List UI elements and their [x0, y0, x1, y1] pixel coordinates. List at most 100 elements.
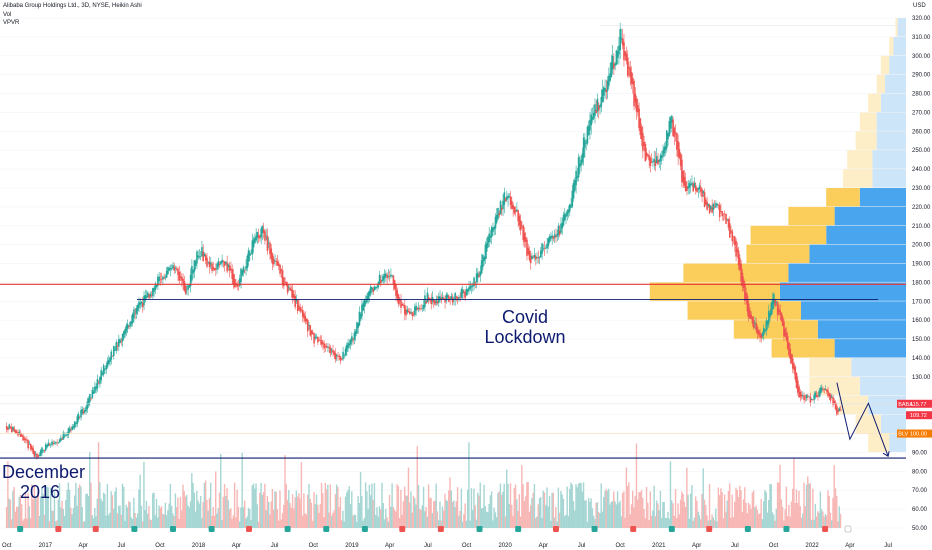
volume-bar — [356, 521, 358, 528]
volume-bar — [221, 520, 223, 528]
candle-body — [295, 298, 298, 302]
candle-body — [38, 455, 41, 457]
volume-bar — [655, 500, 658, 528]
volume-bar — [605, 488, 607, 528]
volume-bar — [177, 497, 179, 528]
candle-body — [426, 292, 429, 303]
candle-body — [36, 453, 38, 458]
volume-bar — [769, 483, 771, 528]
volume-bar — [694, 496, 697, 528]
volume-bar — [519, 516, 522, 528]
candle-body — [799, 391, 802, 398]
candle-body — [407, 311, 410, 313]
candle-body — [173, 266, 176, 271]
time-tick-label: Apr — [845, 543, 854, 549]
volume-bar — [725, 511, 727, 528]
candle-body — [592, 112, 595, 119]
candle-body — [223, 261, 226, 266]
candle-body — [558, 230, 561, 235]
candle-body — [654, 160, 657, 166]
volume-bar — [547, 506, 549, 528]
december-annotation[interactable]: December 2016 — [2, 462, 85, 502]
price-tick-label: 270.00 — [912, 110, 931, 116]
candle-body — [89, 393, 91, 402]
candle-body — [475, 273, 478, 282]
candle-body — [175, 268, 178, 270]
volume-bar — [797, 502, 799, 528]
candle-body — [363, 299, 366, 307]
volume-bar — [562, 498, 565, 528]
volume-bar — [339, 497, 342, 528]
candle-body — [362, 303, 365, 311]
volume-bar — [377, 516, 379, 528]
earnings-marker — [323, 526, 330, 532]
vpvr-indicator-label[interactable]: VPVR — [3, 20, 20, 26]
profile-down — [889, 36, 894, 56]
volume-bar — [66, 489, 68, 528]
volume-bar — [619, 500, 621, 528]
candle-body — [448, 296, 450, 302]
volume-bar — [493, 507, 495, 528]
candle-body — [410, 311, 412, 313]
candle-body — [99, 376, 101, 384]
candle-body — [514, 210, 517, 213]
volume-bar — [416, 446, 418, 528]
candle-body — [385, 273, 387, 277]
volume-bar — [682, 494, 684, 528]
volume-bar — [746, 513, 749, 528]
symbol-title[interactable]: Alibaba Group Holdings Ltd., 3D, NYSE, H… — [3, 3, 142, 9]
volume-bar — [414, 497, 416, 528]
candle-body — [693, 182, 696, 188]
candle-body — [158, 276, 160, 282]
volume-bar — [417, 485, 420, 528]
volume-bar — [228, 509, 231, 528]
candle-body — [507, 195, 509, 199]
candle-body — [803, 395, 805, 400]
volume-bar — [114, 491, 116, 528]
volume-bar — [829, 512, 832, 528]
projection-path[interactable] — [836, 382, 890, 458]
volume-bar — [85, 493, 87, 528]
volume-bar — [639, 492, 641, 528]
volume-bar — [740, 490, 742, 528]
time-axis[interactable]: Oct 2017 Apr Jul Oct 2018 Apr Jul Oct 2019 Apr Jul O… — [0, 538, 932, 550]
candle-body — [707, 203, 710, 206]
volume-bar — [465, 520, 468, 528]
volume-bar — [469, 520, 471, 528]
volume-bar — [449, 477, 451, 528]
horizontal-levels[interactable] — [0, 25, 906, 459]
volume-bar — [397, 486, 400, 528]
candle-body — [400, 300, 402, 308]
profile-down — [855, 131, 877, 150]
profile-up — [859, 188, 906, 207]
volume-bar — [454, 507, 456, 528]
volume-bar — [150, 520, 153, 528]
volume-indicator-label[interactable]: Vol — [3, 12, 12, 18]
candle-body — [485, 243, 488, 252]
covid-annotation[interactable]: Covid Lockdown — [480, 307, 570, 347]
volume-bar — [477, 492, 479, 528]
candle-body — [105, 365, 108, 370]
candle-body — [817, 395, 819, 397]
candle-body — [279, 264, 281, 274]
volume-bar — [81, 507, 83, 528]
candle-body — [415, 305, 417, 311]
volume-bar — [717, 487, 720, 528]
volume-bar — [650, 515, 653, 528]
volume-bar — [621, 492, 624, 528]
candle-body — [261, 226, 264, 234]
event-markers[interactable] — [17, 525, 852, 533]
volume-bar — [406, 495, 408, 528]
candle-body — [683, 176, 686, 186]
candle-body — [815, 394, 818, 397]
candle-body — [343, 354, 346, 356]
candle-body — [259, 236, 261, 239]
price-axis[interactable]: 50.00 60.00 70.00 80.00 90.00 130.00 140.00 150… — [906, 0, 932, 550]
profile-up — [889, 433, 906, 452]
candle-body — [330, 349, 333, 351]
candle-body — [198, 256, 201, 257]
volume-bar — [638, 492, 640, 528]
candle-body — [349, 339, 352, 345]
candle-body — [150, 295, 153, 297]
